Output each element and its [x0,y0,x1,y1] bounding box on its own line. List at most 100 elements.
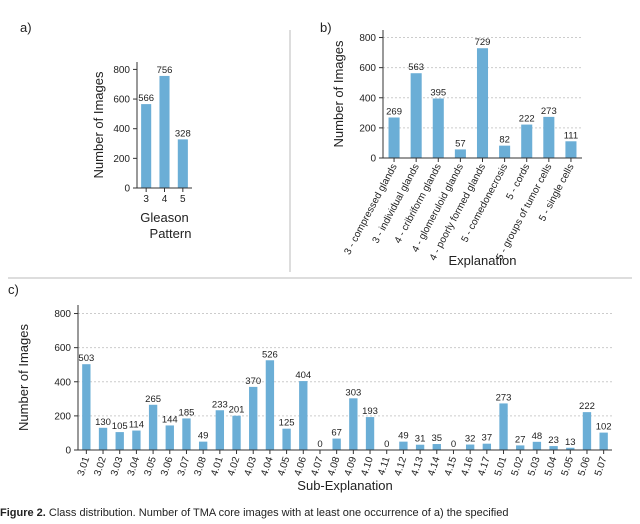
bar [82,364,91,450]
value-label: 0 [451,439,456,450]
value-label: 222 [519,114,535,125]
bar [465,444,475,450]
y-tick-label: 800 [359,33,376,44]
x-tick-label: 4.08 [326,455,343,477]
y-tick-label: 200 [359,123,376,134]
value-label: 48 [532,431,543,442]
bar [115,432,124,450]
value-label: 201 [229,405,245,416]
x-axis-label: Explanation [449,253,517,268]
y-axis-label: Number of Images [91,71,106,178]
x-tick-label: 4.01 [209,455,226,477]
value-label: 37 [482,433,493,444]
x-tick-label: 4.11 [376,455,392,477]
bar [141,104,152,188]
y-tick-label: 0 [370,154,376,165]
x-tick-label: 5.03 [526,455,543,477]
bar [482,443,492,450]
bar [249,386,258,450]
value-label: 67 [331,428,342,439]
x-tick-label: 4.10 [359,455,376,477]
x-tick-label: 5.06 [576,455,593,477]
value-label: 13 [565,437,576,448]
x-tick-label: 3.02 [92,455,109,477]
panel-label: a) [20,20,32,35]
value-label: 57 [455,138,466,149]
bar [432,444,441,450]
value-label: 0 [317,439,322,450]
bar [177,139,188,188]
x-tick-label: 4.04 [259,455,276,477]
panel-label: c) [8,282,19,297]
x-tick-label: 3.04 [126,455,143,477]
y-tick-label: 800 [113,65,130,76]
caption: Figure 2. Class distribution. Number of … [0,507,508,519]
bar [98,427,108,450]
x-tick-label: 4.14 [426,455,443,477]
bar [165,425,174,450]
bar [232,415,241,450]
y-tick-label: 600 [113,95,130,106]
x-tick-label: 3.06 [159,455,176,477]
y-tick-label: 0 [65,446,71,457]
value-label: 265 [145,394,161,405]
bar [499,145,511,158]
bar [148,404,158,450]
value-label: 130 [95,417,111,428]
bar [349,398,358,450]
x-tick-label: 4.15 [443,455,460,477]
x-tick-label: 3.08 [193,455,210,477]
bar [215,410,225,450]
x-tick-label: 4.03 [243,455,260,477]
y-tick-label: 600 [54,343,71,354]
value-label: 105 [112,421,128,432]
x-tick-label: 4.17 [476,455,493,477]
y-tick-label: 200 [54,411,71,422]
x-tick-label: 4.16 [460,455,477,477]
caption-label: Figure 2. [0,507,46,519]
value-label: 273 [496,392,512,403]
x-tick-label: 4.02 [226,455,243,477]
value-label: 125 [279,418,295,429]
x-axis-label: Sub-Explanation [297,478,392,493]
x-tick-label: 4.09 [343,455,360,477]
value-label: 566 [138,93,154,104]
y-tick-label: 400 [359,93,376,104]
value-label: 111 [564,130,578,141]
bar [332,438,341,450]
y-tick-label: 800 [54,309,71,320]
x-tick-label: 3.05 [142,455,159,477]
x-tick-label: 3.01 [76,455,93,477]
x-tick-label: 4.05 [276,455,293,477]
bar [265,360,275,450]
bar [582,412,592,450]
value-label: 503 [78,353,94,364]
x-axis-label: Pattern [150,226,192,241]
bar [365,417,375,450]
bar [159,75,170,188]
value-label: 233 [212,399,228,410]
caption-text: Class distribution. Number of TMA core i… [49,507,509,519]
value-label: 144 [162,414,178,425]
value-label: 222 [579,401,595,412]
value-label: 729 [475,37,491,48]
value-label: 49 [198,431,209,442]
x-tick-label: 4.06 [293,455,310,477]
bar [549,446,558,450]
bar [499,403,508,450]
bar [476,48,489,158]
bar [599,432,608,450]
value-label: 27 [515,434,526,445]
x-tick-label: 4.07 [309,455,326,477]
x-tick-label: 5.05 [560,455,577,477]
bar [415,444,425,450]
value-label: 23 [548,435,559,446]
value-label: 31 [415,434,426,445]
y-tick-label: 200 [113,154,130,165]
value-label: 269 [386,106,402,117]
y-tick-label: 400 [54,377,71,388]
value-label: 35 [431,433,442,444]
x-tick-label: 3.07 [176,455,193,477]
